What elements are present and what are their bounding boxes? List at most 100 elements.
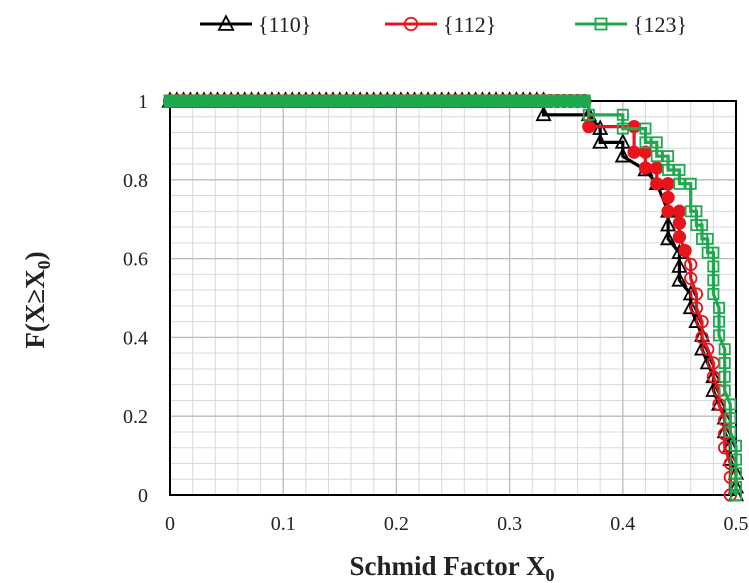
series-layer xyxy=(161,91,745,502)
y-tick-label: 0.4 xyxy=(123,327,148,349)
legend-marker xyxy=(403,16,419,32)
series-1 xyxy=(162,93,738,502)
data-point xyxy=(713,315,726,328)
data-point xyxy=(730,453,743,466)
data-point xyxy=(650,150,663,163)
data-point xyxy=(690,205,703,218)
legend-item-1: {112} xyxy=(385,12,496,37)
legend-label: {112} xyxy=(443,12,496,37)
data-point xyxy=(707,246,720,259)
data-point xyxy=(582,108,595,121)
y-axis-title: F(X≥X0) xyxy=(20,251,54,348)
data-point xyxy=(672,204,687,218)
data-point xyxy=(650,136,663,149)
data-point xyxy=(730,439,743,452)
y-tick-label: 0.2 xyxy=(123,406,148,428)
data-point xyxy=(672,216,687,230)
legend-marker xyxy=(594,17,608,31)
data-point xyxy=(689,287,704,301)
data-point xyxy=(695,330,709,345)
data-point xyxy=(699,353,716,370)
data-point xyxy=(662,163,675,176)
data-point xyxy=(705,381,722,397)
data-point xyxy=(577,94,591,108)
legend: {110} {112} {123} xyxy=(200,12,687,37)
data-point xyxy=(659,229,677,246)
data-point xyxy=(638,161,653,175)
data-point xyxy=(684,177,697,190)
legend-item-2: {123} xyxy=(575,12,687,37)
data-point xyxy=(707,260,720,273)
y-axis-title-main: F(X≥X xyxy=(20,269,50,349)
x-axis-title: Schmid Factor X0 xyxy=(350,551,555,583)
data-point xyxy=(650,177,664,191)
data-point xyxy=(730,488,743,501)
data-point xyxy=(639,136,652,149)
x-tick-label: 0.4 xyxy=(610,513,635,535)
data-point xyxy=(682,298,699,315)
series-line xyxy=(170,99,732,495)
y-tick-label: 0 xyxy=(138,485,148,507)
data-point xyxy=(730,467,743,480)
x-tick-label: 0.5 xyxy=(724,513,749,535)
data-point xyxy=(616,108,629,121)
data-point xyxy=(688,312,705,328)
data-point xyxy=(684,271,698,285)
y-tick-labels: 0 0.2 0.4 0.6 0.8 1 xyxy=(123,91,148,507)
series-2 xyxy=(163,94,743,501)
data-point xyxy=(661,177,675,191)
data-point xyxy=(718,343,731,356)
data-point xyxy=(696,219,709,232)
x-tick-label: 0.3 xyxy=(497,513,522,535)
data-point xyxy=(713,329,726,342)
data-point xyxy=(718,357,731,370)
data-point xyxy=(678,244,692,258)
data-point xyxy=(535,105,552,122)
data-point xyxy=(707,274,720,287)
legend-label: {110} xyxy=(258,12,311,37)
y-axis-title-close: ) xyxy=(20,251,50,260)
data-point xyxy=(673,163,686,176)
y-tick-label: 0.8 xyxy=(123,170,148,192)
x-tick-label: 0.2 xyxy=(384,513,409,535)
data-point xyxy=(713,301,726,314)
data-point xyxy=(695,314,709,329)
data-point xyxy=(724,425,737,438)
data-point xyxy=(639,122,652,135)
data-point xyxy=(701,342,715,356)
data-point xyxy=(724,398,737,411)
data-point xyxy=(724,412,737,425)
data-point xyxy=(650,161,664,175)
data-point xyxy=(582,119,596,134)
y-tick-label: 1 xyxy=(138,91,148,113)
data-point xyxy=(661,190,675,205)
data-point xyxy=(718,384,731,397)
x-axis-title-main: Schmid Factor X xyxy=(350,551,546,581)
data-point xyxy=(673,177,686,190)
data-point xyxy=(592,133,609,149)
data-point xyxy=(627,119,641,134)
data-point xyxy=(614,147,631,163)
data-point xyxy=(718,370,731,383)
legend-marker xyxy=(217,14,235,31)
data-point xyxy=(689,301,704,315)
legend-item-0: {110} xyxy=(200,12,311,37)
x-tick-label: 0.1 xyxy=(271,513,296,535)
data-point xyxy=(707,288,720,301)
y-tick-label: 0.6 xyxy=(123,249,148,271)
data-point xyxy=(616,122,629,135)
legend-label: {123} xyxy=(633,12,687,37)
data-point xyxy=(730,481,743,494)
data-point xyxy=(662,150,675,163)
x-tick-labels: 0 0.1 0.2 0.3 0.4 0.5 xyxy=(165,513,749,535)
y-axis-title-subscript: 0 xyxy=(34,260,54,269)
x-axis-title-subscript: 0 xyxy=(546,565,555,583)
data-point xyxy=(672,230,687,244)
data-point xyxy=(661,204,675,218)
data-point xyxy=(693,340,711,356)
x-tick-label: 0 xyxy=(165,513,175,535)
data-point xyxy=(627,145,641,159)
data-point xyxy=(671,271,688,287)
data-point xyxy=(684,257,698,272)
